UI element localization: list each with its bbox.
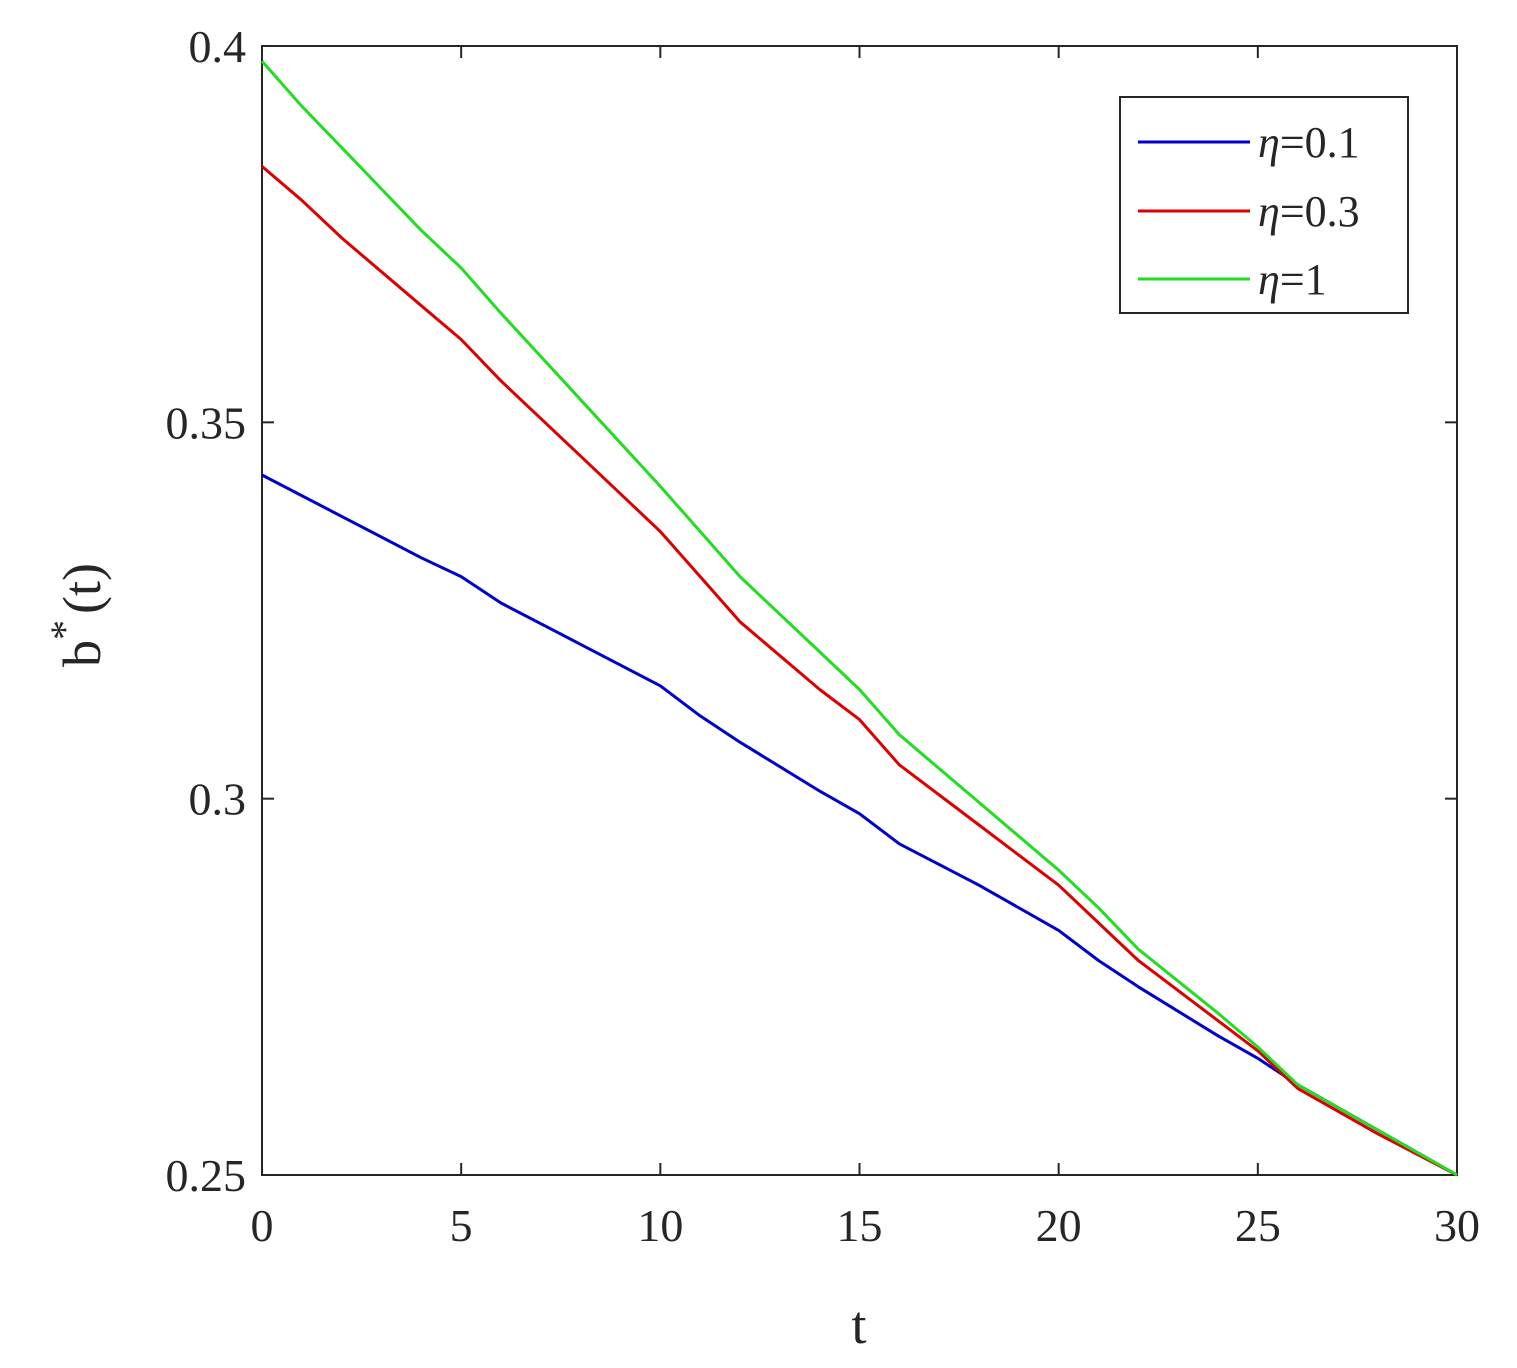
- legend-label: η=0.1: [1258, 118, 1360, 167]
- legend-label: η=1: [1258, 255, 1327, 304]
- series-line-1: [261, 473, 1458, 1177]
- y-tick-label: 0.35: [166, 397, 247, 448]
- legend-item-2: η=0.3: [1138, 187, 1360, 236]
- series-line-2: [261, 165, 1458, 1177]
- y-axis-label: b* (t): [42, 563, 112, 667]
- y-axis-label-suffix: (t): [52, 563, 112, 614]
- x-tick-label: 25: [1235, 1200, 1281, 1251]
- x-tick-label: 15: [837, 1200, 883, 1251]
- series-line-3: [260, 60, 1458, 1177]
- legend-label-value: =0.1: [1280, 118, 1360, 167]
- series-lines: [260, 60, 1458, 1177]
- y-axis-label-superscript: *: [42, 620, 87, 640]
- x-tick-label: 20: [1036, 1200, 1082, 1251]
- y-axis-label-base: b: [52, 640, 112, 667]
- legend-label-symbol: η: [1258, 118, 1280, 167]
- y-tick-label: 0.4: [189, 21, 247, 72]
- x-axis-label-text: t: [851, 1295, 866, 1355]
- legend-item-1: η=0.1: [1138, 118, 1360, 167]
- legend: η=0.1η=0.3η=1: [1119, 96, 1409, 314]
- legend-label: η=0.3: [1258, 187, 1360, 236]
- legend-box: [1119, 96, 1409, 314]
- y-tick-label: 0.25: [166, 1150, 247, 1201]
- y-tick-label: 0.3: [189, 774, 247, 825]
- legend-label-value: =1: [1280, 255, 1327, 304]
- legend-item-3: η=1: [1138, 255, 1327, 304]
- axis-ticks: 0 5 10 15 20 25 30 0.25 0.3 0.35 0.4: [166, 21, 1481, 1251]
- legend-label-value: =0.3: [1280, 187, 1360, 236]
- svg-text:b*(t): b* (t): [42, 563, 112, 667]
- x-tick-label: 10: [637, 1200, 683, 1251]
- x-tick-label: 0: [251, 1200, 274, 1251]
- x-tick-label: 30: [1434, 1200, 1480, 1251]
- legend-label-symbol: η: [1258, 187, 1280, 236]
- legend-label-symbol: η: [1258, 255, 1280, 304]
- x-tick-label: 5: [450, 1200, 473, 1251]
- x-axis-label: t: [851, 1295, 866, 1355]
